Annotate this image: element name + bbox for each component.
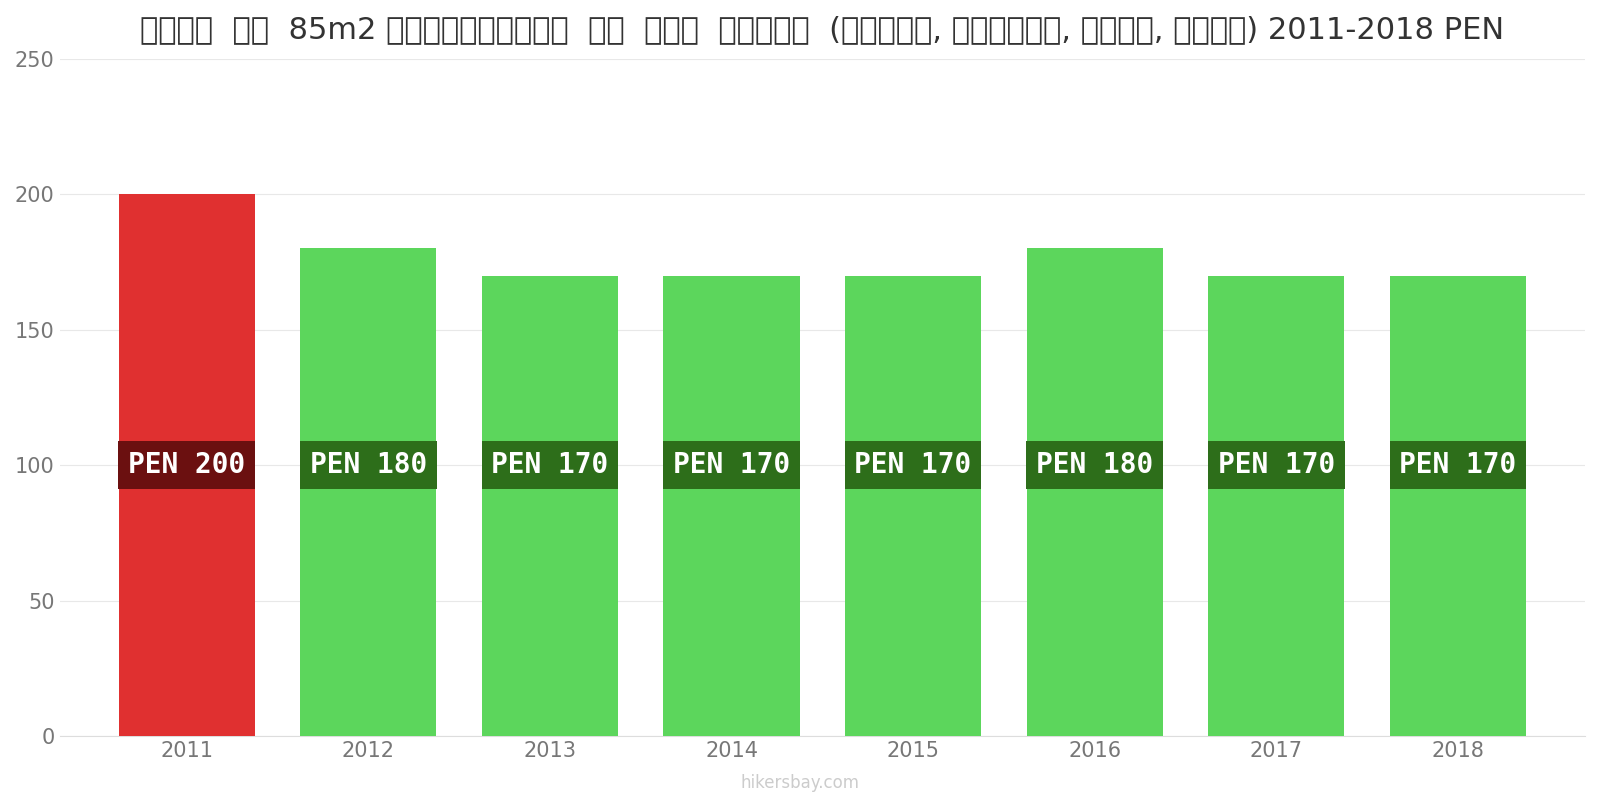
Text: PEN 170: PEN 170 xyxy=(674,451,790,479)
Bar xyxy=(1208,275,1344,736)
Text: PEN 170: PEN 170 xyxy=(1218,451,1334,479)
Bar xyxy=(301,249,437,736)
Bar xyxy=(845,275,981,736)
Text: PEN 200: PEN 200 xyxy=(128,451,245,479)
Text: PEN 170: PEN 170 xyxy=(854,451,971,479)
Text: PEN 170: PEN 170 xyxy=(1400,451,1517,479)
Bar xyxy=(118,194,254,736)
Text: PEN 180: PEN 180 xyxy=(1037,451,1154,479)
Bar xyxy=(664,275,800,736)
Text: hikersbay.com: hikersbay.com xyxy=(741,774,859,792)
Bar xyxy=(1390,275,1526,736)
Bar xyxy=(1027,249,1163,736)
Title: पेरू  एक  85m2 अपार्टमेंट  के  लिए  शुल्क  (बिजली, हीटिंग, पानी, कचरा) 2011-2018: पेरू एक 85m2 अपार्टमेंट के लिए शुल्क (बि… xyxy=(141,15,1504,44)
Text: PEN 170: PEN 170 xyxy=(491,451,608,479)
Bar xyxy=(482,275,618,736)
Text: PEN 180: PEN 180 xyxy=(310,451,427,479)
